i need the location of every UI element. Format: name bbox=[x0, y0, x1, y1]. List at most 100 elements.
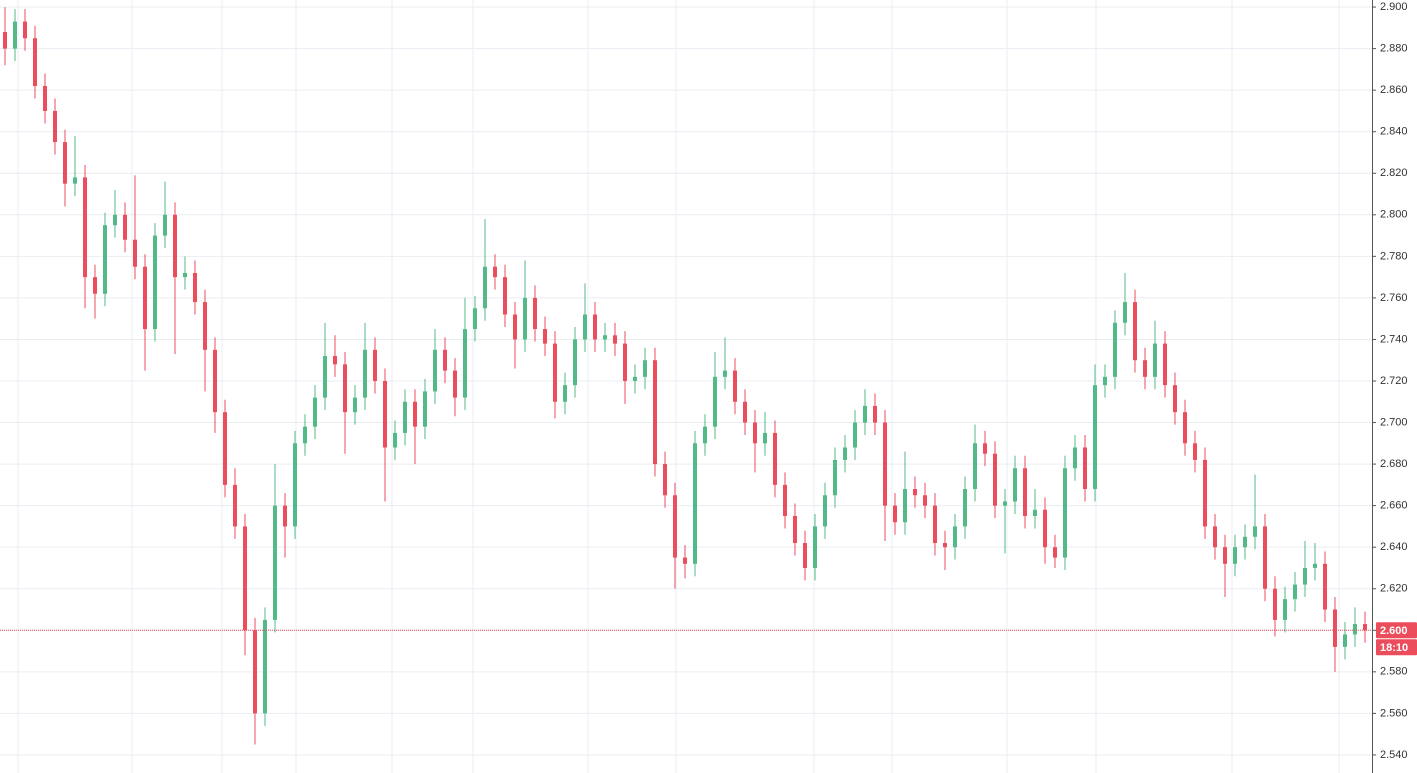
candle-body bbox=[983, 443, 987, 454]
candle-body bbox=[763, 432, 767, 444]
candle-body bbox=[553, 343, 557, 402]
candle-body bbox=[933, 505, 937, 544]
y-tick-label: 2.700 bbox=[1380, 416, 1408, 428]
candle-body bbox=[1073, 447, 1077, 469]
candle-body bbox=[473, 308, 477, 330]
candle-body bbox=[323, 356, 327, 398]
candle-body bbox=[1133, 302, 1137, 361]
y-tick-label: 2.660 bbox=[1380, 500, 1408, 512]
candle-body bbox=[833, 459, 837, 496]
candle-body bbox=[1203, 459, 1207, 527]
candle-body bbox=[133, 239, 137, 267]
candle-body bbox=[583, 314, 587, 340]
candle-body bbox=[63, 142, 67, 184]
candle-body bbox=[803, 543, 807, 568]
candle-body bbox=[693, 443, 697, 564]
candle-body bbox=[93, 277, 97, 294]
candle-body bbox=[863, 405, 867, 423]
candle-body bbox=[223, 412, 227, 485]
candle-body bbox=[1003, 501, 1007, 506]
candle-body bbox=[793, 516, 797, 544]
candle-body bbox=[843, 447, 847, 460]
candle-body bbox=[313, 397, 317, 427]
candle-body bbox=[423, 391, 427, 427]
candle-body bbox=[53, 110, 57, 143]
candle-body bbox=[433, 349, 437, 392]
candle-body bbox=[993, 453, 997, 506]
candle-body bbox=[283, 505, 287, 527]
y-tick-label: 2.760 bbox=[1380, 292, 1408, 304]
candle-body bbox=[1083, 447, 1087, 490]
candle-body bbox=[1193, 443, 1197, 460]
candle-body bbox=[143, 266, 147, 330]
candle-body bbox=[543, 329, 547, 344]
candle-body bbox=[1013, 468, 1017, 502]
candle-body bbox=[963, 489, 967, 527]
candle-body bbox=[773, 432, 777, 485]
candle-body bbox=[123, 214, 127, 240]
y-tick-label: 2.780 bbox=[1380, 250, 1408, 262]
candle-body bbox=[653, 360, 657, 465]
candle-body bbox=[823, 495, 827, 527]
candle-body bbox=[363, 349, 367, 398]
candle-body bbox=[813, 526, 817, 568]
candle-body bbox=[1323, 563, 1327, 610]
candle-body bbox=[193, 272, 197, 303]
candle-body bbox=[113, 214, 117, 226]
candle-body bbox=[893, 505, 897, 523]
countdown-label: 18:10 bbox=[1380, 642, 1408, 654]
y-tick-label: 2.640 bbox=[1380, 541, 1408, 553]
candle-body bbox=[1363, 624, 1367, 631]
candle-body bbox=[1033, 509, 1037, 517]
candle-body bbox=[13, 21, 17, 49]
candle-body bbox=[673, 495, 677, 558]
candle-body bbox=[103, 225, 107, 294]
candle-body bbox=[1103, 376, 1107, 386]
candle-body bbox=[783, 484, 787, 517]
candle-body bbox=[1023, 468, 1027, 517]
countdown-box bbox=[1376, 639, 1417, 656]
candle-body bbox=[613, 335, 617, 344]
candle-body bbox=[43, 86, 47, 111]
y-tick-label: 2.740 bbox=[1380, 333, 1408, 345]
candle-body bbox=[1213, 526, 1217, 548]
candle-body bbox=[973, 443, 977, 490]
candle-body bbox=[1183, 412, 1187, 444]
candle-body bbox=[1163, 343, 1167, 386]
candle-body bbox=[343, 364, 347, 413]
candle-body bbox=[463, 329, 467, 398]
candle-body bbox=[453, 370, 457, 398]
candle-body bbox=[1123, 302, 1127, 323]
candle-body bbox=[413, 401, 417, 427]
candle-body bbox=[1053, 547, 1057, 558]
candle-body bbox=[623, 343, 627, 381]
candle-body bbox=[83, 177, 87, 278]
candle-body bbox=[1253, 526, 1257, 537]
candle-body bbox=[883, 422, 887, 506]
candle-body bbox=[403, 401, 407, 433]
candle-body bbox=[1353, 624, 1357, 635]
candle-body bbox=[643, 360, 647, 377]
y-tick-label: 2.620 bbox=[1380, 583, 1408, 595]
candle-body bbox=[1063, 468, 1067, 558]
candle-body bbox=[1333, 609, 1337, 647]
candle-body bbox=[743, 401, 747, 423]
candle-body bbox=[593, 314, 597, 340]
candle-body bbox=[333, 356, 337, 365]
candle-body bbox=[1313, 563, 1317, 568]
candle-body bbox=[243, 526, 247, 631]
candle-body bbox=[233, 484, 237, 527]
candle-body bbox=[183, 272, 187, 278]
y-tick-label: 2.560 bbox=[1380, 707, 1408, 719]
candle-body bbox=[1243, 536, 1247, 548]
candle-body bbox=[753, 422, 757, 444]
candle-body bbox=[1273, 588, 1277, 620]
candle-body bbox=[703, 426, 707, 444]
candle-body bbox=[483, 266, 487, 309]
candle-body bbox=[903, 489, 907, 523]
candle-body bbox=[383, 380, 387, 448]
candle-body bbox=[723, 370, 727, 377]
candle-body bbox=[373, 349, 377, 381]
candle-body bbox=[633, 376, 637, 381]
candle-body bbox=[523, 297, 527, 340]
